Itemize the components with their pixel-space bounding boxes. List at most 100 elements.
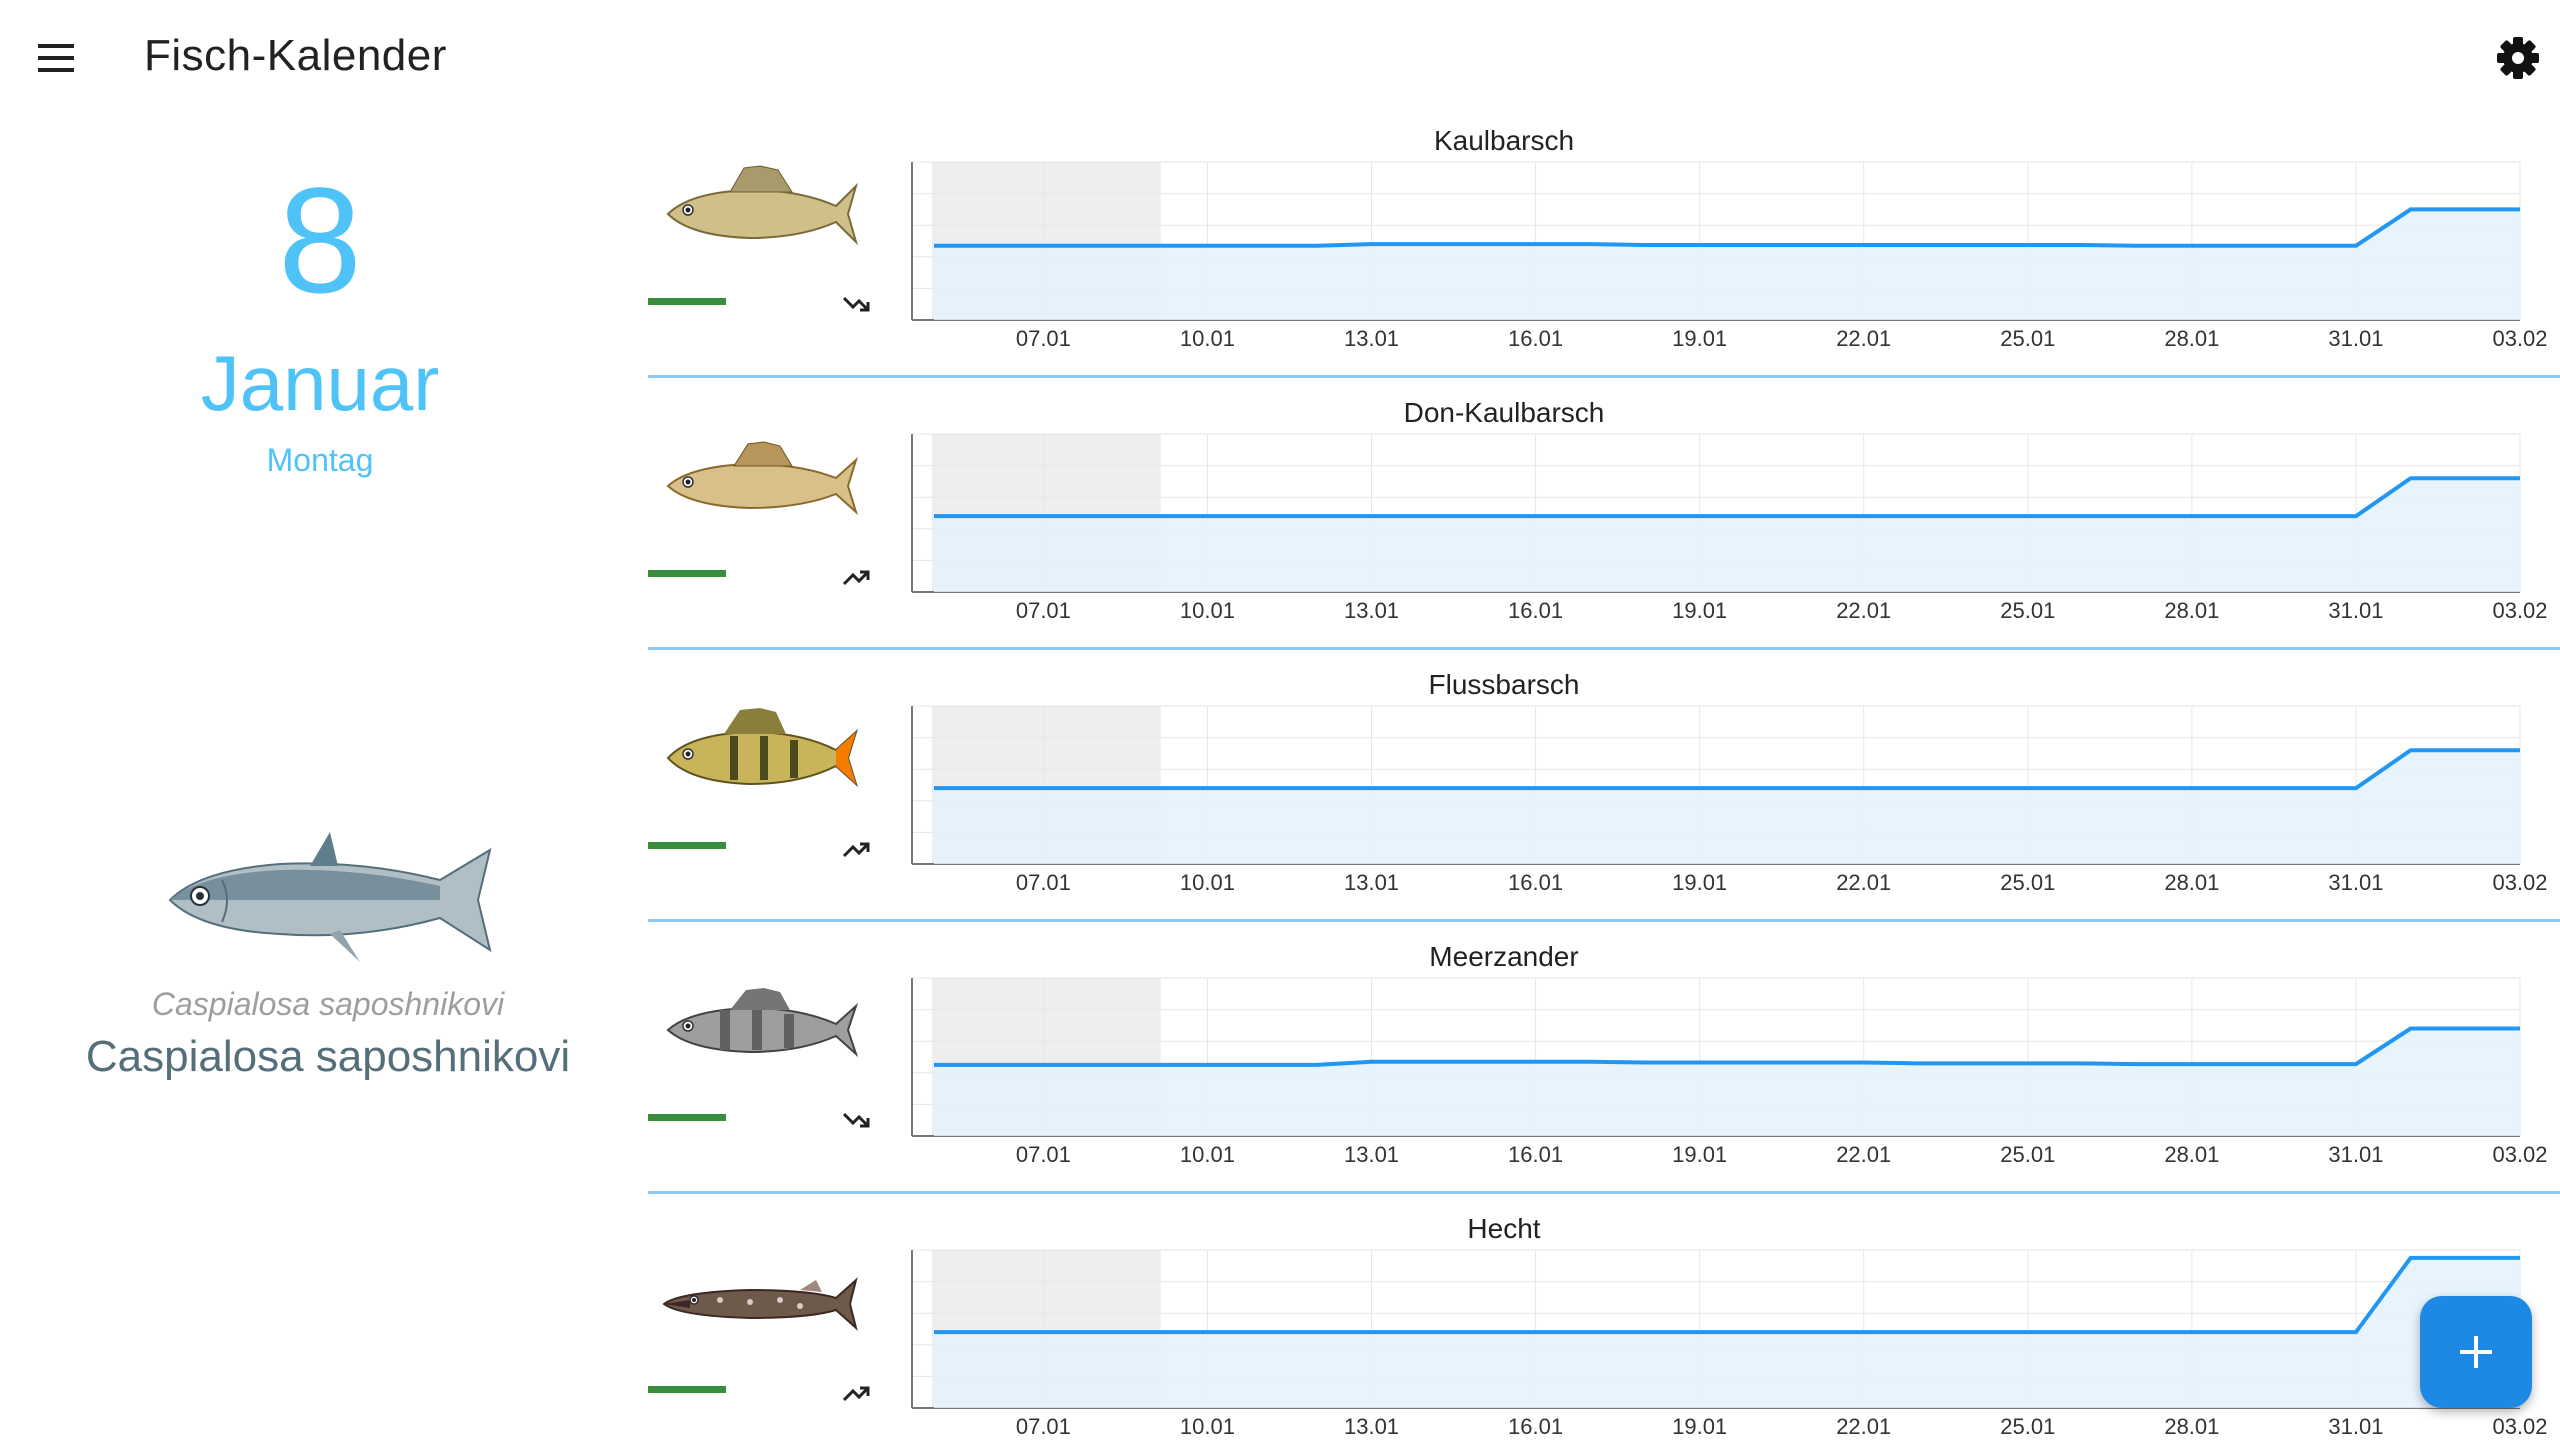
chart-hecht: 07.01 10.01 13.01 16.01 19.01 22.01 25.01 28.01… — [911, 1249, 2548, 1439]
add-button[interactable] — [2420, 1296, 2532, 1408]
latin-name: Caspialosa saposhnikovi — [151, 986, 505, 1022]
tick-label: 31.01 — [2328, 326, 2383, 351]
tick-label: 16.01 — [1508, 1142, 1563, 1167]
tick-label: 31.01 — [2328, 1414, 2383, 1439]
series-line — [934, 207, 2520, 248]
fish-row-flussbarsch[interactable]: 07.01 10.01 13.01 16.01 19.01 22.01 25.01 28.01… — [648, 654, 2560, 926]
rating-bar — [648, 842, 726, 849]
tick-label: 28.01 — [2164, 598, 2219, 623]
tick-label: 25.01 — [2000, 1414, 2055, 1439]
trending-up-icon — [842, 842, 870, 858]
tick-label: 16.01 — [1508, 598, 1563, 623]
trending-up-icon — [842, 1386, 870, 1402]
gear-icon[interactable] — [2490, 30, 2546, 86]
tick-label: 25.01 — [2000, 1142, 2055, 1167]
tick-label: 25.01 — [2000, 870, 2055, 895]
tick-label: 03.02 — [2492, 598, 2547, 623]
common-name: Caspialosa saposhnikovi — [85, 1032, 571, 1081]
tick-label: 22.01 — [1836, 598, 1891, 623]
tick-label: 07.01 — [1016, 598, 1071, 623]
rating-bar — [648, 1386, 726, 1393]
series-line — [934, 1026, 2520, 1067]
fish-row-hecht[interactable]: 07.01 10.01 13.01 16.01 19.01 22.01 25.01 28.01… — [648, 1198, 2560, 1440]
tick-label: 16.01 — [1508, 1414, 1563, 1439]
month-name: Januar — [200, 339, 440, 427]
tick-label: 10.01 — [1180, 870, 1235, 895]
day-number: 8 — [278, 156, 362, 324]
tick-label: 19.01 — [1672, 870, 1727, 895]
fish-list: 07.01 10.01 13.01 16.01 19.01 22.01 25.01 28.01… — [648, 110, 2560, 1440]
tick-label: 13.01 — [1344, 870, 1399, 895]
tick-label: 10.01 — [1180, 598, 1235, 623]
tick-label: 22.01 — [1836, 326, 1891, 351]
date-panel: 8 Januar Montag Caspialosa saposhnikovi … — [0, 110, 640, 1440]
fish-thumbnail-flussbarsch — [666, 708, 859, 788]
trending-up-icon — [842, 570, 870, 586]
fish-row-kaulbarsch[interactable]: 07.01 10.01 13.01 16.01 19.01 22.01 25.01 28.01… — [648, 110, 2560, 382]
row-divider — [648, 375, 2560, 378]
tick-label: 16.01 — [1508, 326, 1563, 351]
tick-label: 28.01 — [2164, 1414, 2219, 1439]
fish-row-meerzander[interactable]: 07.01 10.01 13.01 16.01 19.01 22.01 25.01 28.01… — [648, 926, 2560, 1198]
tick-label: 03.02 — [2492, 326, 2547, 351]
tick-label: 13.01 — [1344, 326, 1399, 351]
fish-thumbnail-hecht — [662, 1277, 858, 1331]
series-area — [934, 209, 2520, 320]
tick-label: 31.01 — [2328, 1142, 2383, 1167]
tick-label: 13.01 — [1344, 1142, 1399, 1167]
series-line — [934, 1255, 2520, 1335]
tick-label: 16.01 — [1508, 870, 1563, 895]
tick-label: 28.01 — [2164, 870, 2219, 895]
series-line — [934, 476, 2520, 519]
chart-meerzander: 07.01 10.01 13.01 16.01 19.01 22.01 25.01 28.01… — [911, 977, 2548, 1167]
chart-title: Kaulbarsch — [1433, 125, 1575, 156]
tick-label: 28.01 — [2164, 1142, 2219, 1167]
tick-label: 07.01 — [1016, 1142, 1071, 1167]
tick-label: 22.01 — [1836, 1414, 1891, 1439]
rating-bar — [648, 1114, 726, 1121]
series-line — [934, 748, 2520, 791]
featured-fish-image[interactable] — [160, 830, 500, 970]
plus-icon — [2460, 1336, 2492, 1368]
series-area — [934, 750, 2520, 864]
trending-down-icon — [842, 1112, 870, 1128]
fish-row-don-kaulbarsch[interactable]: 07.01 10.01 13.01 16.01 19.01 22.01 25.01 28.01… — [648, 382, 2560, 654]
tick-label: 03.02 — [2492, 870, 2547, 895]
row-divider — [648, 919, 2560, 922]
fish-thumbnail-kaulbarsch — [666, 165, 859, 246]
row-divider — [648, 647, 2560, 650]
trending-down-icon — [842, 296, 870, 312]
weekday: Montag — [266, 442, 374, 478]
tick-label: 22.01 — [1836, 1142, 1891, 1167]
tick-label: 10.01 — [1180, 1142, 1235, 1167]
tick-label: 03.02 — [2492, 1414, 2547, 1439]
chart-title: Don-Kaulbarsch — [1403, 397, 1605, 428]
tick-label: 31.01 — [2328, 870, 2383, 895]
tick-label: 03.02 — [2492, 1142, 2547, 1167]
fish-thumbnail-meerzander — [666, 988, 859, 1058]
tick-label: 19.01 — [1672, 1414, 1727, 1439]
tick-label: 19.01 — [1672, 598, 1727, 623]
tick-label: 25.01 — [2000, 598, 2055, 623]
row-divider — [648, 1191, 2560, 1194]
app-title: Fisch-Kalender — [144, 31, 447, 80]
chart-don-kaulbarsch: 07.01 10.01 13.01 16.01 19.01 22.01 25.01 28.01… — [911, 433, 2548, 623]
tick-label: 19.01 — [1672, 326, 1727, 351]
tick-label: 07.01 — [1016, 1414, 1071, 1439]
tick-label: 13.01 — [1344, 598, 1399, 623]
chart-kaulbarsch: 07.01 10.01 13.01 16.01 19.01 22.01 25.01 28.01… — [911, 161, 2548, 351]
series-area — [934, 1028, 2520, 1136]
tick-label: 31.01 — [2328, 598, 2383, 623]
tick-label: 10.01 — [1180, 1414, 1235, 1439]
chart-title: Flussbarsch — [1428, 669, 1580, 700]
app-bar: Fisch-Kalender — [0, 0, 2560, 110]
fish-thumbnail-don-kaulbarsch — [666, 441, 859, 516]
chart-title: Hecht — [1467, 1213, 1541, 1244]
tick-label: 28.01 — [2164, 326, 2219, 351]
tick-label: 19.01 — [1672, 1142, 1727, 1167]
menu-icon[interactable] — [28, 30, 84, 86]
series-area — [934, 478, 2520, 592]
tick-label: 07.01 — [1016, 326, 1071, 351]
tick-label: 22.01 — [1836, 870, 1891, 895]
tick-label: 13.01 — [1344, 1414, 1399, 1439]
